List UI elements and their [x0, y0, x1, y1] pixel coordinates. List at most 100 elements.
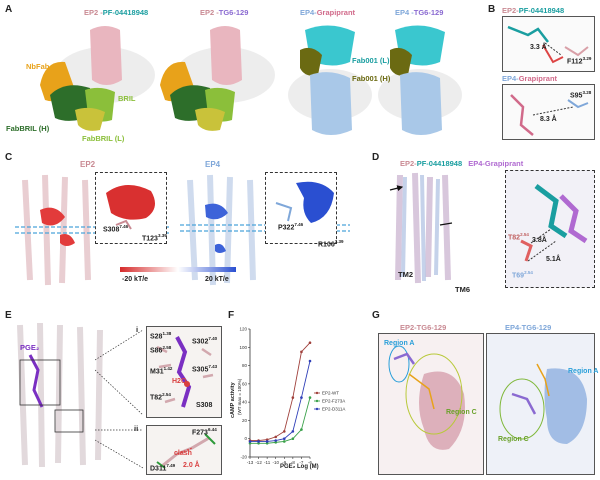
- chart-f-point: [282, 440, 286, 443]
- panel-e-sub-i: i: [136, 325, 139, 334]
- chart-f-ytick-label: 120: [239, 327, 247, 332]
- chart-f-ylabel: cAMP activity: [230, 382, 236, 418]
- panel-e-sub-ii: ii: [134, 424, 139, 433]
- panel-g-left-box: [378, 333, 484, 475]
- panel-e-res-f273: F2736.44: [192, 427, 217, 437]
- panel-e-res-s308: S308: [196, 402, 213, 409]
- panel-c-scale-pos: 20 kT/e: [205, 276, 229, 283]
- panel-e-inset-i: [146, 326, 222, 418]
- chart-f-xtick-label: -9: [282, 460, 286, 465]
- chart-f-series-line: [250, 397, 311, 444]
- panel-label-d: D: [372, 152, 380, 163]
- panel-a-structures: [40, 25, 462, 135]
- chart-f-point: [308, 396, 312, 399]
- chart-f-xtick-label: -12: [255, 460, 262, 465]
- chart-f-point: [308, 341, 312, 345]
- chart-f-point: [274, 441, 278, 444]
- panel-e-res-s302: S3027.40: [192, 336, 218, 346]
- chart-f-series: EP2-WT EP2-F273A EP2-D311A: [248, 341, 345, 445]
- panel-g-right-drawing: [499, 363, 587, 444]
- panel-a-title-4: EP4 -TG6-129: [395, 8, 444, 17]
- chart-f-point: [291, 437, 295, 441]
- panel-label-g: G: [372, 310, 380, 321]
- chart-f-legend-marker: [315, 407, 319, 411]
- panel-e-inset-i-drawing: [156, 336, 214, 408]
- panel-d-tm2: TM2: [398, 270, 413, 279]
- chart-f-xlabel: PGE₂ Log (M): [280, 464, 319, 470]
- panel-d-title: EP2-PF-04418948 EP4-Grapiprant: [400, 159, 524, 168]
- panel-g-left-region-a: Region A: [384, 340, 415, 347]
- panel-d-tm6: TM6: [455, 285, 470, 294]
- panel-b-top-residue: F1123.29: [567, 56, 592, 66]
- label-fabbril-h: FabBRIL (H): [6, 124, 50, 133]
- chart-f-series-line: [250, 360, 311, 442]
- label-bril: BRIL: [118, 94, 136, 103]
- panel-e-inset-ii: [146, 425, 222, 475]
- panel-c-scale-neg: -20 kT/e: [122, 276, 149, 283]
- chart-f-legend-label: EP2-F273A: [322, 399, 345, 404]
- chart-f-xtick-label: -8: [291, 460, 295, 465]
- chart-f-point: [257, 441, 260, 445]
- panel-e-structure: [17, 322, 103, 468]
- chart-f-point: [282, 430, 286, 433]
- chart-f-ytick-label: 0: [244, 436, 247, 441]
- chart-f-point: [248, 441, 252, 445]
- panel-e-res-h2o: H2O: [172, 378, 187, 385]
- chart-f-ytick-label: 20: [242, 418, 248, 423]
- chart-f-point: [300, 428, 303, 431]
- panel-c-res-p322: P3227.46: [278, 222, 304, 232]
- panel-e-clash: clash: [174, 450, 192, 457]
- panel-e-res-d311: D3117.49: [150, 463, 176, 473]
- panel-c-ep4-title: EP4: [205, 160, 221, 169]
- chart-f-point: [265, 440, 269, 443]
- chart-f-point: [291, 396, 295, 399]
- panel-d-dist-2: 5.1Å: [546, 256, 561, 263]
- panel-g-right-region-c: Region C: [498, 436, 529, 443]
- panel-label-b: B: [488, 4, 496, 15]
- chart-f-point: [300, 350, 303, 354]
- panel-label-a: A: [5, 4, 13, 15]
- panel-b-bottom-distance: 8.3 Å: [540, 116, 557, 123]
- chart-f-legend-label: EP2-D311A: [322, 407, 345, 412]
- panel-b-top-distance: 3.3 Å: [530, 44, 547, 51]
- panel-label-e: E: [5, 310, 12, 321]
- panel-b-bottom-box: [502, 84, 595, 140]
- panel-c-res-r106: R1063.39: [318, 239, 344, 249]
- chart-f-point: [265, 438, 269, 441]
- chart-f-xtick-label: -6: [308, 460, 312, 465]
- panel-c-ep2-title: EP2: [80, 160, 96, 169]
- chart-f-point: [257, 440, 260, 443]
- panel-b-top-box: [502, 16, 595, 72]
- panel-e-ligand: PGE₂: [20, 343, 40, 352]
- panel-e-res-s28: S281.38: [150, 331, 172, 341]
- panel-d-res-t82: T822.54: [508, 232, 529, 242]
- chart-f-point: [308, 359, 312, 363]
- chart-f-point: [300, 396, 303, 399]
- chart-f-ytick-label: 80: [242, 363, 248, 368]
- panel-label-c: C: [5, 152, 13, 163]
- panel-c-colorbar-neg: [120, 267, 178, 272]
- panel-d-res-t69: T692.54: [512, 270, 533, 280]
- chart-f-point: [248, 440, 252, 443]
- chart-f-xtick-label: -10: [272, 460, 279, 465]
- chart-f-point: [265, 441, 269, 445]
- panel-g-right-box: [486, 333, 595, 475]
- panel-e-res-m31: M311.42: [150, 366, 173, 376]
- chart-f-legend-marker: [315, 391, 319, 395]
- label-nbfab: NbFab: [26, 62, 50, 71]
- chart-f-point: [274, 439, 278, 442]
- chart-f-legend-label: EP2-WT: [322, 391, 339, 396]
- panel-g-left-title: EP2-TG6-129: [400, 323, 447, 332]
- panel-g-right-title: EP4-TG6-129: [505, 323, 552, 332]
- panel-c-res-s308: S3087.46: [103, 224, 129, 234]
- chart-f-ylabel-2: (WT max = 100%): [237, 378, 242, 415]
- chart-f-ytick-label: -20: [240, 455, 247, 460]
- panel-d-zoom: [505, 170, 595, 288]
- chart-f-point: [274, 435, 278, 439]
- panel-e-res-s86: S862.58: [150, 345, 172, 355]
- chart-f-legend-marker: [315, 399, 319, 403]
- panel-d-zoom-drawing: [520, 184, 588, 262]
- panel-c-colorbar-pos: [178, 267, 236, 272]
- chart-f-ytick-label: 40: [242, 400, 248, 405]
- panel-g-left-region-c: Region C: [446, 409, 477, 416]
